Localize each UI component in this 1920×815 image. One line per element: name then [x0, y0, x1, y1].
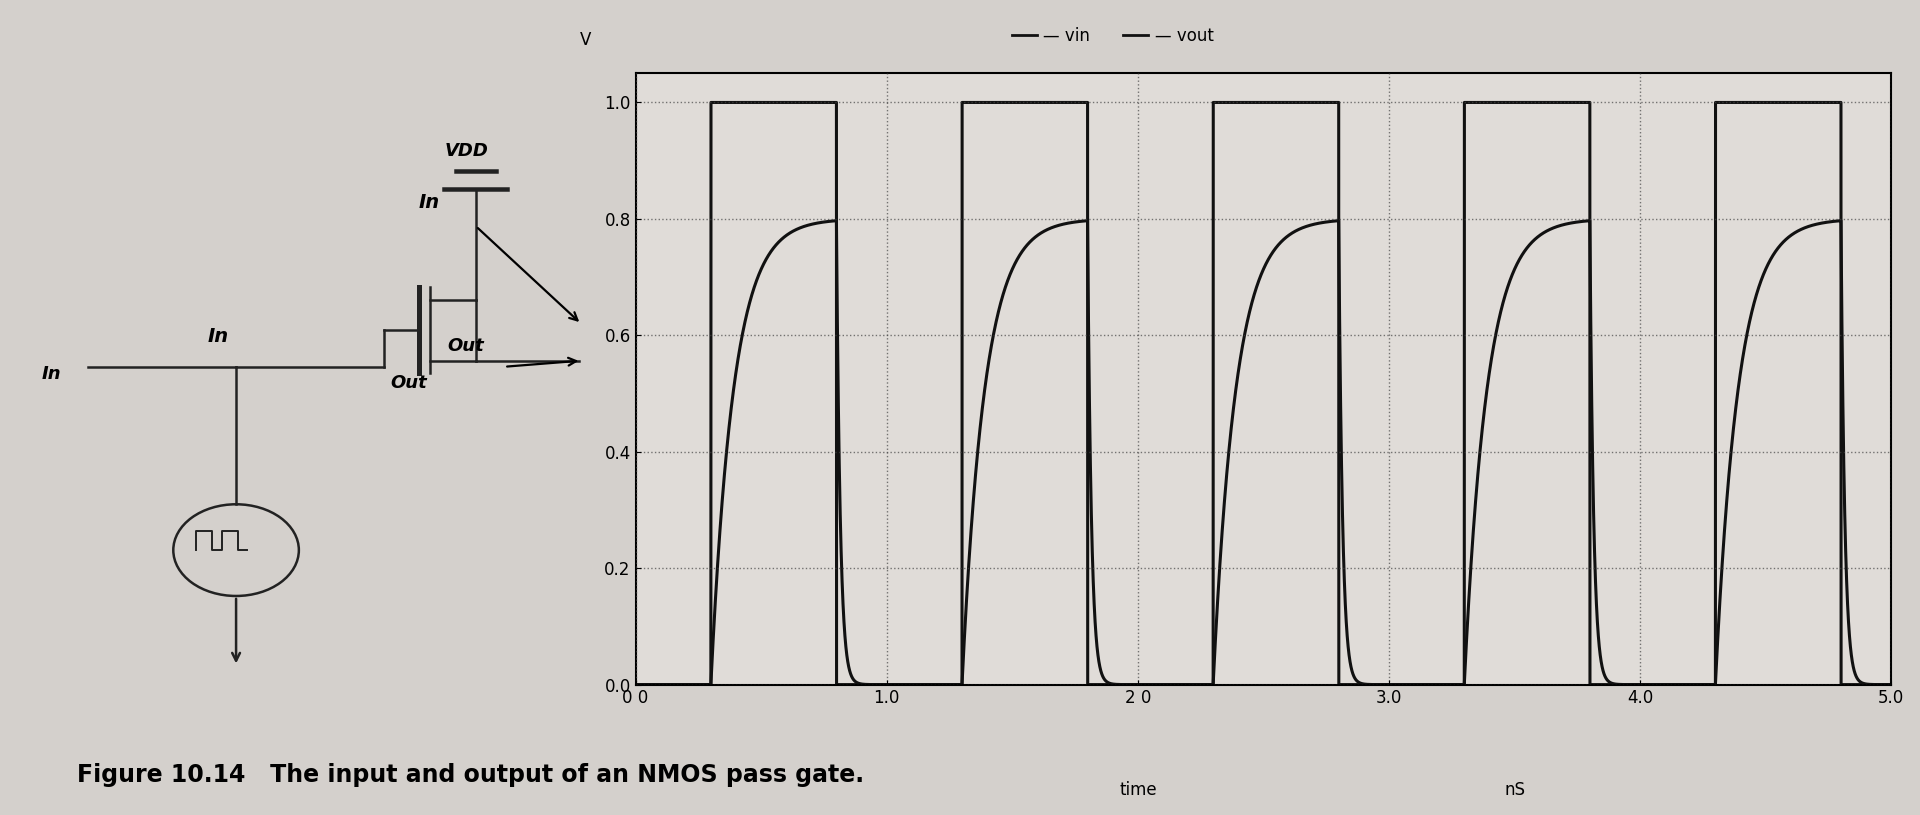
- Text: In: In: [42, 365, 61, 383]
- Legend: — vin, — vout: — vin, — vout: [1004, 20, 1221, 52]
- Text: Figure 10.14   The input and output of an NMOS pass gate.: Figure 10.14 The input and output of an …: [77, 764, 864, 787]
- Text: nS: nS: [1503, 781, 1524, 799]
- Text: Out: Out: [447, 337, 484, 355]
- Text: time: time: [1119, 781, 1156, 799]
- Text: Out: Out: [390, 374, 426, 392]
- Y-axis label: V: V: [580, 31, 591, 49]
- Text: In: In: [207, 328, 228, 346]
- Text: In: In: [419, 193, 440, 212]
- Text: VDD: VDD: [444, 142, 488, 160]
